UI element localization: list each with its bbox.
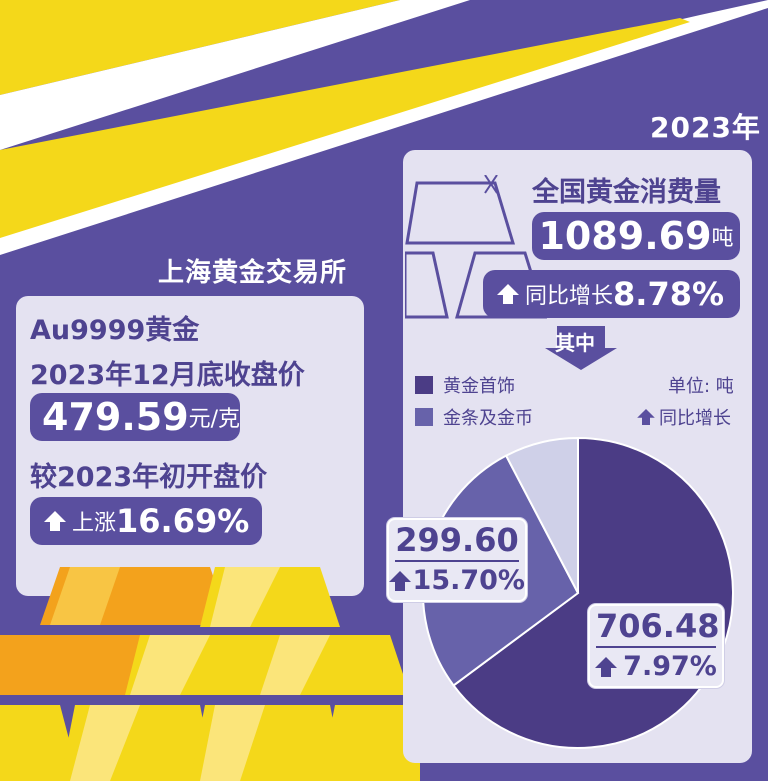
legend-item-jewelry: 黄金首饰 [415, 372, 515, 398]
arrow-up-icon [637, 409, 655, 425]
slice-value: 299.60 [395, 520, 519, 562]
arrow-up-icon [595, 657, 618, 677]
close-price-unit: 元/克 [188, 407, 241, 432]
compare-label: 较2023年初开盘价 [30, 462, 268, 493]
rise-label: 上涨 [72, 511, 117, 536]
yoy-label: 同比增长 [525, 284, 614, 309]
legend-swatch [415, 408, 433, 426]
slice-value: 706.48 [596, 606, 719, 648]
legend-item-growth: 同比增长 [635, 404, 731, 430]
slice-label-jewelry: 706.48 7.97% [588, 604, 724, 688]
rise-value: 16.69% [116, 502, 250, 540]
arrow-up-icon [497, 284, 519, 304]
rise-pill: 上涨 16.69% [30, 497, 262, 545]
gold-bar [40, 567, 340, 627]
legend-swatch [415, 376, 433, 394]
legend-label: 黄金首饰 [443, 376, 515, 397]
consumption-title: 全国黄金消费量 [532, 177, 721, 208]
yoy-pill: 同比增长 8.78% [483, 270, 740, 318]
gold-bar [0, 635, 410, 695]
pie-slice-other [504, 436, 579, 594]
white-stripe [0, 0, 768, 255]
slice-growth: 7.97% [623, 651, 717, 682]
sge-title: 上海黄金交易所 [158, 258, 348, 288]
sge-panel [16, 296, 364, 596]
total-unit: 吨 [711, 226, 734, 251]
slice-growth: 15.70% [412, 565, 525, 596]
yellow-stripe-main [0, 18, 690, 238]
year-title: 2023年 [650, 111, 761, 144]
arrow-up-icon [44, 511, 66, 531]
arrow-up-icon [389, 571, 411, 591]
legend-label: 同比增长 [659, 408, 731, 429]
unit-note: 单位: 吨 [668, 376, 734, 397]
down-arrow-icon [545, 326, 617, 370]
legend-item-bars-coins: 金条及金币 [415, 404, 533, 430]
slice-label-bars-coins: 299.60 15.70% [387, 518, 527, 602]
product-name: Au9999黄金 [30, 315, 200, 346]
close-price-label: 2023年12月底收盘价 [30, 360, 305, 391]
total-value: 1089.69 [538, 214, 712, 258]
gold-bars-illustration [0, 567, 420, 781]
gold-bar [0, 705, 420, 781]
close-price-pill: 479.59 元/克 [30, 393, 240, 441]
legend-label: 金条及金币 [443, 408, 533, 429]
yoy-value: 8.78% [613, 275, 725, 313]
close-price-value: 479.59 [42, 395, 189, 439]
among-label: 其中 [555, 331, 595, 355]
total-pill: 1089.69 吨 [532, 212, 740, 260]
